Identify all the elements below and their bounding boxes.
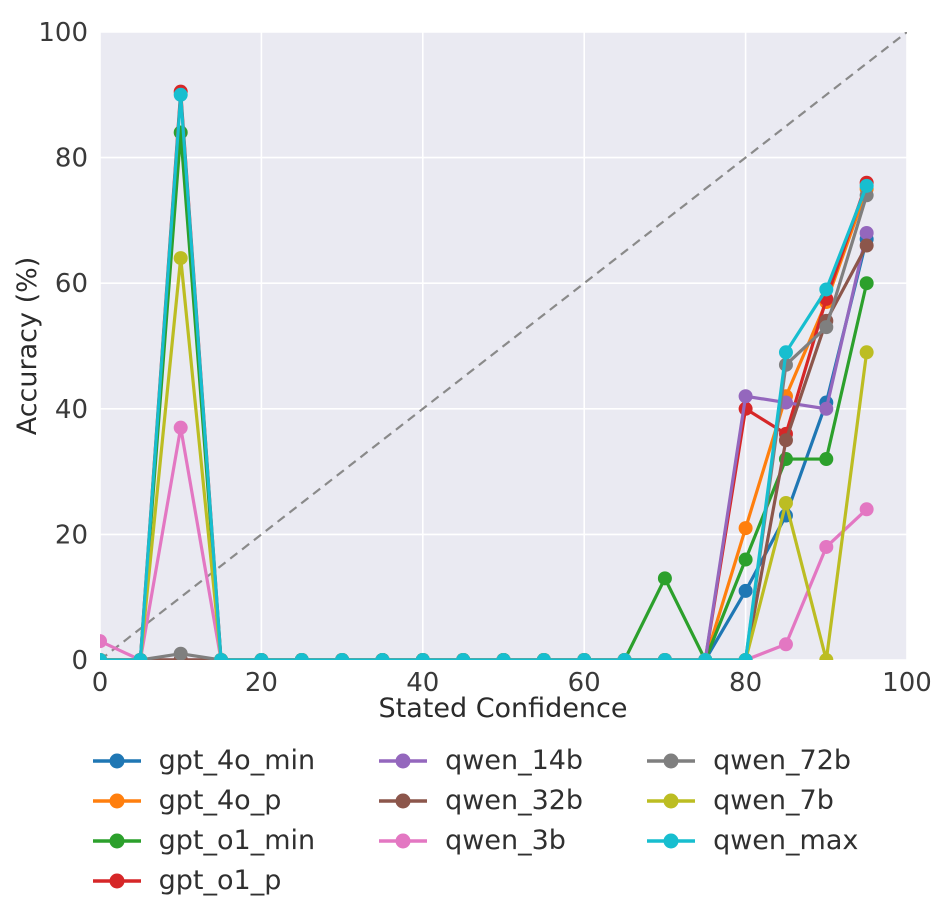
y-tick-label: 60 [55, 269, 88, 299]
data-point [738, 552, 753, 567]
y-tick-label: 40 [55, 395, 88, 425]
legend-label: qwen_72b [713, 745, 852, 776]
legend-item-qwen_32b: qwen_32b [377, 785, 583, 816]
legend-marker-icon [92, 833, 141, 848]
legend-label: gpt_4o_p [158, 785, 282, 816]
data-point [173, 646, 188, 660]
legend-label: qwen_14b [445, 745, 584, 776]
data-point [415, 653, 430, 660]
legend-item-gpt_o1_min: gpt_o1_min [91, 825, 315, 856]
data-point [100, 634, 107, 649]
data-point [100, 653, 107, 660]
data-point [859, 238, 874, 253]
data-point [738, 389, 753, 404]
legend-item-gpt_4o_min: gpt_4o_min [91, 745, 315, 776]
data-series-layer [100, 32, 907, 660]
data-point [577, 653, 592, 660]
legend-marker-icon [379, 753, 428, 768]
data-point [819, 452, 834, 467]
data-point [214, 653, 229, 660]
legend-item-qwen_3b: qwen_3b [377, 825, 583, 856]
chart-legend: gpt_4o_min gpt_4o_p gpt_o1_min gpt_o1_p qwen… [0, 745, 949, 896]
data-point [173, 125, 188, 140]
data-point [375, 653, 390, 660]
legend-column: gpt_4o_min gpt_4o_p gpt_o1_min gpt_o1_p [91, 745, 315, 896]
legend-marker-icon [379, 833, 428, 848]
data-point [173, 87, 188, 102]
line-chart: 0 20 40 60 80 100 0 20 40 60 80 100 Stated Confiden… [12, 18, 932, 724]
legend-marker-icon [92, 753, 141, 768]
data-point [778, 345, 793, 360]
legend-item-gpt_4o_p: gpt_4o_p [91, 785, 315, 816]
x-tick-label: 0 [92, 668, 109, 698]
data-point [819, 282, 834, 297]
data-point [819, 401, 834, 416]
legend-label: gpt_o1_min [158, 825, 316, 856]
series-qwen_max [100, 87, 874, 660]
data-point [254, 653, 269, 660]
legend-label: qwen_max [713, 825, 859, 856]
data-point [294, 653, 309, 660]
legend-label: gpt_4o_min [158, 745, 316, 776]
data-point [859, 345, 874, 360]
data-point [133, 653, 148, 660]
data-point [778, 637, 793, 652]
y-tick-label: 20 [55, 520, 88, 550]
legend-marker-icon [92, 873, 141, 888]
legend-item-gpt_o1_p: gpt_o1_p [91, 865, 315, 896]
y-axis-title: Accuracy (%) [12, 257, 43, 436]
legend-label: qwen_7b [713, 785, 834, 816]
axis-ticks: 0 20 40 60 80 100 0 20 40 60 80 100 [38, 18, 931, 698]
data-point [819, 320, 834, 335]
data-point [173, 420, 188, 435]
legend-item-qwen_14b: qwen_14b [377, 745, 583, 776]
data-point [819, 653, 834, 660]
data-point [456, 653, 471, 660]
x-tick-label: 60 [568, 668, 601, 698]
y-tick-label: 0 [71, 646, 88, 676]
legend-marker-icon [647, 793, 696, 808]
legend-label: gpt_o1_p [158, 865, 282, 896]
data-point [738, 583, 753, 598]
x-tick-label: 100 [882, 668, 932, 698]
data-point [859, 225, 874, 240]
data-point [698, 653, 713, 660]
x-axis-title: Stated Confidence [379, 693, 628, 724]
legend-item-qwen_72b: qwen_72b [645, 745, 858, 776]
data-point [657, 571, 672, 586]
data-point [335, 653, 350, 660]
legend-column: qwen_72b qwen_7b qwen_max [645, 745, 858, 856]
data-point [778, 433, 793, 448]
legend-label: qwen_3b [445, 825, 566, 856]
data-point [738, 653, 753, 660]
data-point [738, 521, 753, 536]
data-point [173, 251, 188, 266]
data-point [859, 502, 874, 517]
data-point [536, 653, 551, 660]
data-point [859, 276, 874, 291]
legend-item-qwen_7b: qwen_7b [645, 785, 858, 816]
data-point [778, 496, 793, 510]
data-point [617, 653, 632, 660]
data-point [819, 539, 834, 554]
legend-marker-icon [92, 793, 141, 808]
x-tick-label: 20 [245, 668, 278, 698]
legend-label: qwen_32b [445, 785, 584, 816]
legend-marker-icon [647, 753, 696, 768]
diagonal-reference-line [100, 32, 907, 660]
legend-marker-icon [647, 833, 696, 848]
y-tick-label: 80 [55, 144, 88, 174]
data-point [859, 178, 874, 193]
x-tick-label: 80 [729, 668, 762, 698]
y-tick-label: 100 [38, 18, 88, 48]
x-tick-label: 40 [406, 668, 439, 698]
data-point [496, 653, 511, 660]
legend-item-qwen_max: qwen_max [645, 825, 858, 856]
legend-column: qwen_14b qwen_32b qwen_3b [377, 745, 583, 856]
legend-marker-icon [379, 793, 428, 808]
data-point [657, 653, 672, 660]
